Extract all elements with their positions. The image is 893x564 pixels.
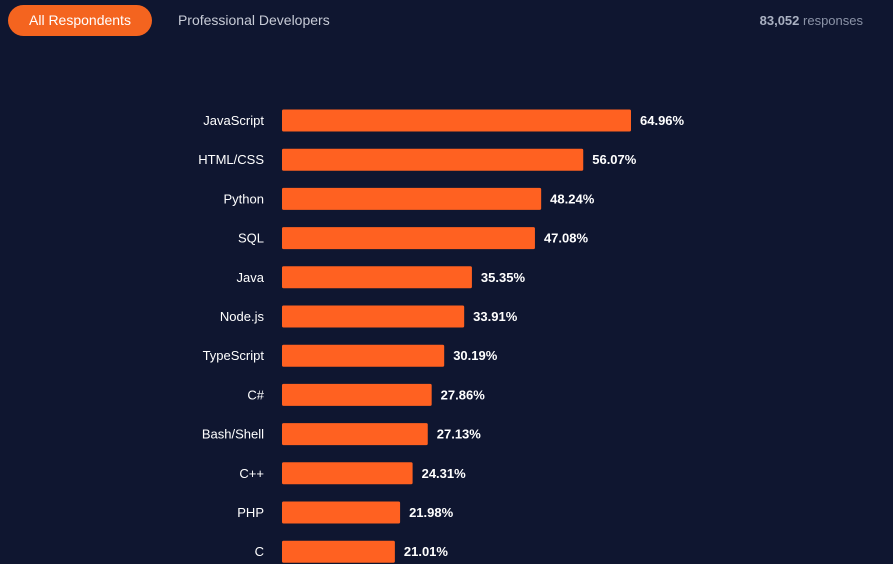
category-label: Node.js [220,309,265,324]
bar[interactable] [282,344,445,367]
value-label: 33.91% [473,309,518,324]
respondent-tabs: All Respondents Professional Developers [8,5,330,36]
bar[interactable] [282,383,432,406]
bar[interactable] [282,227,535,250]
bar[interactable] [282,423,428,446]
bar[interactable] [282,109,631,132]
value-label: 24.31% [422,466,467,481]
category-label: Bash/Shell [202,427,264,442]
responses-count-label: responses [803,13,863,28]
responses-count: 83,052 responses [760,13,863,28]
tab-professional-developers[interactable]: Professional Developers [177,12,330,28]
bar[interactable] [282,540,395,563]
value-label: 27.13% [437,427,482,442]
category-label: SQL [238,231,264,246]
value-label: 64.96% [640,113,685,128]
value-label: 48.24% [550,191,595,206]
value-label: 27.86% [441,387,486,402]
category-label: C# [247,387,264,402]
responses-count-value: 83,052 [759,13,800,28]
category-label: C++ [239,466,264,481]
tab-all-respondents[interactable]: All Respondents [8,5,152,36]
value-label: 47.08% [544,231,589,246]
bar[interactable] [282,501,401,524]
category-label: PHP [237,505,264,520]
value-label: 35.35% [481,270,526,285]
category-label: Java [237,270,265,285]
bar[interactable] [282,187,542,210]
value-label: 56.07% [592,152,637,167]
category-label: HTML/CSS [198,152,264,167]
bar[interactable] [282,266,472,289]
value-label: 30.19% [453,348,498,363]
value-label: 21.01% [404,544,449,559]
category-label: TypeScript [203,348,265,363]
value-label: 21.98% [409,505,454,520]
category-label: JavaScript [203,113,264,128]
category-label: Python [224,191,264,206]
bar[interactable] [282,148,584,171]
bar[interactable] [282,462,413,485]
bar[interactable] [282,305,465,328]
category-label: C [255,544,264,559]
